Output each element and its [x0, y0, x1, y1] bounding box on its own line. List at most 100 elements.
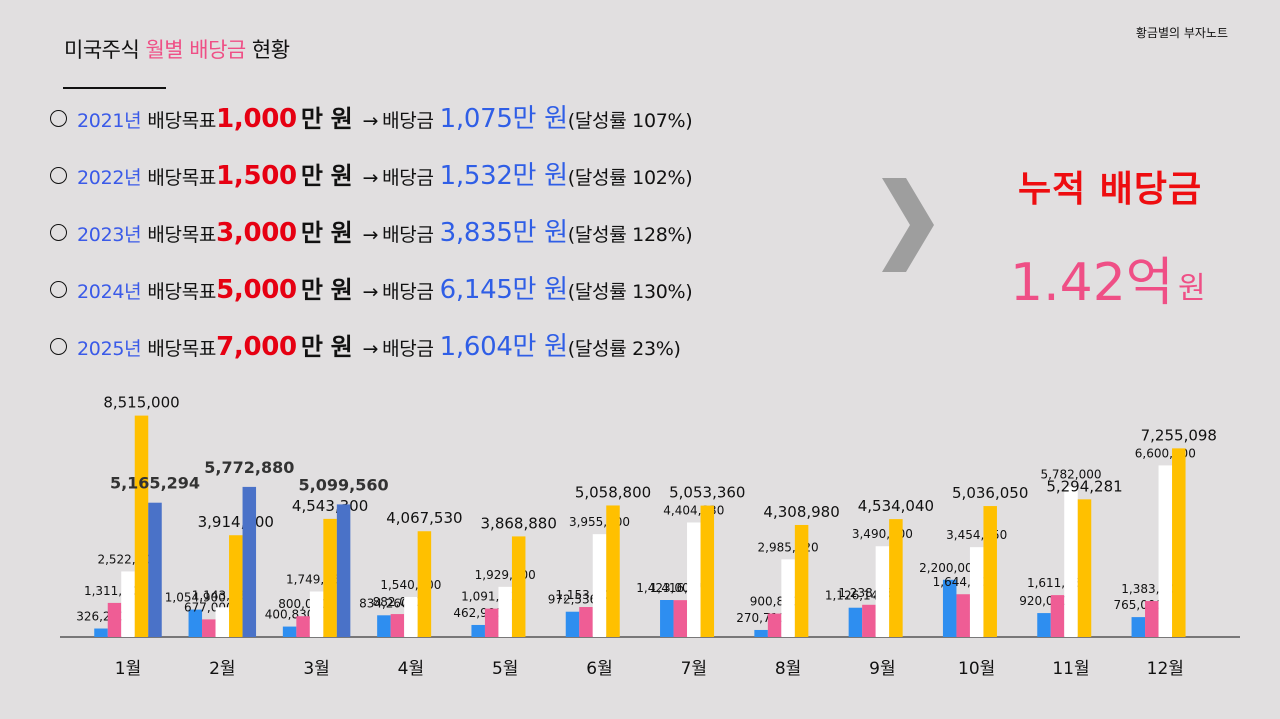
goal-arrow: →	[362, 110, 379, 132]
title-highlight: 월별 배당금	[145, 38, 246, 62]
bar-y2021-4	[377, 615, 391, 637]
data-label-y2023-12: 6,600,000	[1135, 446, 1196, 460]
bar-y2022-1	[107, 602, 122, 637]
bar-y2024-6	[606, 505, 620, 637]
page-title: 미국주식 월별 배당금 현황	[64, 34, 290, 64]
goal-row: 2021년 배당목표 1,000 만 원 → 배당금 1,075만 원 (달성률 107%)	[50, 98, 693, 138]
data-label-y2021-10: 2,200,000	[919, 561, 980, 575]
title-suffix: 현황	[245, 38, 290, 62]
bullet-circle-icon	[50, 280, 67, 298]
data-label-y2024-10: 5,036,050	[952, 484, 1028, 502]
bar-y2022-11	[1050, 595, 1065, 637]
data-label-y2024-8: 4,308,980	[763, 503, 839, 521]
bar-y2022-12	[1145, 601, 1159, 637]
goal-unit: 만 원	[300, 219, 353, 247]
goal-actual: 3,835만 원	[439, 218, 568, 248]
goal-row: 2025년 배당목표 7,000 만 원 → 배당금 1,604만 원 (달성률 23%)	[50, 326, 681, 366]
data-label-y2023-6: 3,955,800	[569, 515, 630, 529]
data-label-y2021-4: 834,260	[359, 596, 409, 610]
bar-y2024-12	[1172, 448, 1186, 637]
goal-label: 배당목표	[147, 110, 217, 132]
bar-y2025-2	[242, 486, 257, 637]
data-label-y2023-4: 1,540,000	[380, 578, 441, 592]
bar-y2022-7	[673, 600, 688, 637]
bar-y2022-10	[956, 594, 970, 637]
title-prefix: 미국주식	[64, 38, 146, 62]
goal-arrow: →	[362, 224, 379, 246]
goal-label: 배당목표	[147, 224, 217, 246]
bar-y2025-1	[148, 502, 162, 637]
cumulative-value: 1.42억	[1010, 253, 1174, 313]
goal-rate: (달성률 130%)	[567, 281, 693, 303]
bar-y2021-3	[282, 626, 297, 637]
bar-y2024-8	[794, 524, 809, 637]
bar-y2021-12	[1131, 617, 1146, 637]
data-label-y2023-9: 3,490,500	[852, 527, 913, 541]
bar-y2023-9	[875, 546, 890, 637]
data-label-y2024-3: 4,543,300	[292, 497, 368, 515]
data-label-y2025-3: 5,099,560	[299, 475, 389, 494]
goal-rate: (달성률 23%)	[567, 338, 681, 360]
data-label-y2021-7: 1,423,000	[636, 581, 697, 595]
bar-y2024-10	[983, 506, 997, 637]
bar-y2024-5	[511, 536, 526, 637]
data-label-y2024-11: 5,294,281	[1046, 477, 1122, 495]
data-label-y2021-2: 1,054,900	[165, 591, 226, 605]
goal-target: 5,000	[216, 275, 297, 305]
data-label-y2024-12: 7,255,098	[1141, 426, 1217, 444]
data-label-y2024-2: 3,914,200	[198, 513, 274, 531]
x-tick-label: 8월	[775, 659, 801, 679]
x-tick-label: 6월	[586, 659, 612, 679]
goal-target: 1,500	[216, 161, 297, 191]
goal-actual: 1,532만 원	[439, 161, 568, 191]
bar-y2024-9	[889, 519, 903, 637]
x-tick-label: 3월	[303, 659, 329, 679]
bar-y2023-10	[969, 547, 984, 637]
data-label-y2023-11: 5,782,000	[1040, 468, 1101, 482]
goal-rate: (달성률 107%)	[567, 110, 693, 132]
goal-year: 2022년	[77, 167, 142, 189]
goal-year: 2021년	[77, 110, 142, 132]
bar-y2022-6	[579, 607, 593, 637]
data-label-y2021-6: 972,530	[548, 593, 598, 607]
goal-label2: 배당금	[382, 167, 434, 189]
x-tick-label: 10월	[958, 659, 995, 679]
bar-y2021-9	[848, 607, 863, 637]
x-tick-label: 5월	[492, 659, 518, 679]
bar-y2023-8	[781, 559, 795, 637]
bar-y2024-7	[700, 505, 715, 637]
data-label-y2021-9: 1,126,140	[825, 589, 886, 603]
bar-y2024-3	[323, 518, 337, 637]
data-label-y2024-7: 5,053,360	[669, 484, 745, 502]
bar-y2023-7	[687, 522, 701, 637]
data-label-y2024-1: 8,515,000	[103, 394, 179, 412]
goal-actual: 1,075만 원	[439, 104, 568, 134]
bar-y2023-11	[1064, 486, 1078, 637]
bar-y2021-7	[660, 600, 674, 637]
x-tick-label: 1월	[115, 659, 141, 679]
bar-y2024-2	[229, 535, 243, 637]
data-label-y2023-5: 1,929,000	[475, 568, 536, 582]
goal-year: 2025년	[77, 338, 142, 360]
goal-rate: (달성률 102%)	[567, 167, 693, 189]
bar-y2022-4	[390, 614, 405, 637]
goal-row: 2023년 배당목표 3,000 만 원 → 배당금 3,835만 원 (달성률 128%)	[50, 212, 693, 252]
data-label-y2025-2: 5,772,880	[204, 458, 294, 477]
brand-name: 황금별의 부자노트	[1135, 26, 1228, 40]
goal-year: 2023년	[77, 224, 142, 246]
goal-label2: 배당금	[382, 224, 434, 246]
bullet-circle-icon	[50, 166, 67, 184]
bar-y2021-8	[754, 629, 768, 637]
x-tick-label: 11월	[1052, 659, 1089, 679]
goal-rate: (달성률 128%)	[567, 224, 693, 246]
goal-label: 배당목표	[147, 338, 217, 360]
cumulative-unit: 원	[1178, 271, 1206, 306]
bar-y2023-5	[498, 586, 512, 637]
data-label-y2024-6: 5,058,800	[575, 483, 651, 501]
goal-actual: 6,145만 원	[439, 275, 568, 305]
bar-y2022-8	[767, 613, 782, 637]
bar-y2023-12	[1158, 465, 1173, 637]
cumulative-label: 누적 배당금	[1018, 169, 1203, 210]
bar-y2023-3	[309, 591, 324, 637]
x-tick-label: 7월	[681, 659, 707, 679]
